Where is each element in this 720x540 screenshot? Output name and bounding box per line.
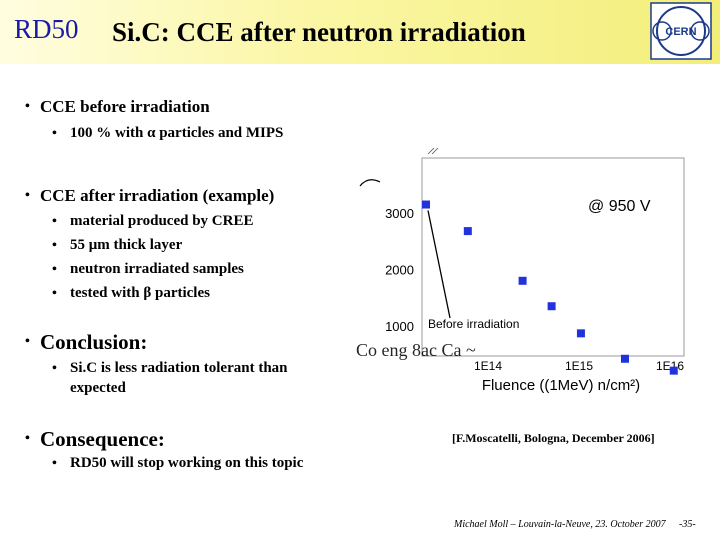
sub-bullet-samples: neutron irradiated samples: [70, 261, 244, 277]
x-axis-label: Fluence ((1MeV) n/cm²): [482, 377, 640, 394]
bullet-icon: •: [25, 99, 30, 114]
y-tick-label: 1000: [385, 319, 414, 334]
sub-bullet-beta: tested with β particles: [70, 285, 210, 301]
reference-citation: [F.Moscatelli, Bologna, December 2006]: [452, 431, 655, 445]
title-bar: RD50 Si.C: CCE after neutron irradiation…: [0, 0, 720, 64]
bullet-before-irradiation: CCE before irradiation: [40, 97, 210, 116]
bullet-icon: •: [25, 188, 30, 203]
before-irradiation-arrow-line: [427, 210, 451, 319]
bullet-icon: •: [52, 456, 57, 471]
data-point: [463, 227, 472, 236]
bullet-icon: •: [52, 361, 57, 376]
bullet-icon: •: [52, 126, 57, 141]
bullet-icon: •: [52, 286, 57, 301]
sub-bullet-thickness: 55 μm thick layer: [70, 237, 183, 253]
slide-title: Si.C: CCE after neutron irradiation: [112, 17, 526, 47]
bullet-after-irradiation: CCE after irradiation (example): [40, 186, 275, 205]
sub-bullet-conclusion-line2: expected: [70, 380, 126, 396]
svg-text:CERN: CERN: [665, 26, 696, 38]
y-tick-label: 2000: [385, 263, 414, 278]
axis-break-icon: [427, 148, 439, 155]
bullet-icon: •: [25, 334, 30, 349]
sub-bullet-conclusion-line1: Si.C is less radiation tolerant than: [70, 360, 288, 376]
bullet-icon: •: [25, 431, 30, 446]
sub-bullet-consequence: RD50 will stop working on this topic: [70, 455, 304, 471]
annotation-before-irradiation: Before irradiation: [428, 317, 519, 331]
x-tick-label: 1E14: [474, 359, 502, 373]
y-tick-label: 3000: [385, 206, 414, 221]
legend-residue-glyphs: Co eng 8ac Ca ~: [356, 340, 476, 360]
bullet-icon: •: [52, 214, 57, 229]
axis-label-residue-icon: [359, 179, 381, 187]
cern-logo-icon: CERN: [650, 2, 712, 60]
data-point: [576, 329, 585, 338]
data-point: [620, 354, 629, 363]
annotation-voltage: @ 950 V: [588, 198, 651, 215]
data-point: [518, 276, 527, 285]
sub-bullet-material: material produced by CREE: [70, 213, 254, 229]
bullet-icon: •: [52, 238, 57, 253]
footer-author: Michael Moll – Louvain-la-Neuve, 23. Oct…: [454, 519, 666, 530]
bullet-icon: •: [52, 262, 57, 277]
page-number: -35-: [679, 519, 696, 530]
rd50-label: RD50: [14, 14, 79, 44]
sub-bullet-alpha: 100 % with α particles and MIPS: [70, 125, 284, 141]
bullet-consequence: Consequence:: [40, 427, 165, 451]
x-tick-label: 1E15: [565, 359, 593, 373]
bullet-conclusion: Conclusion:: [40, 330, 148, 354]
data-point: [669, 366, 678, 375]
data-point: [547, 302, 556, 311]
chart-frame: Co eng 8ac Ca ~: [356, 148, 685, 360]
data-point: [422, 200, 430, 209]
